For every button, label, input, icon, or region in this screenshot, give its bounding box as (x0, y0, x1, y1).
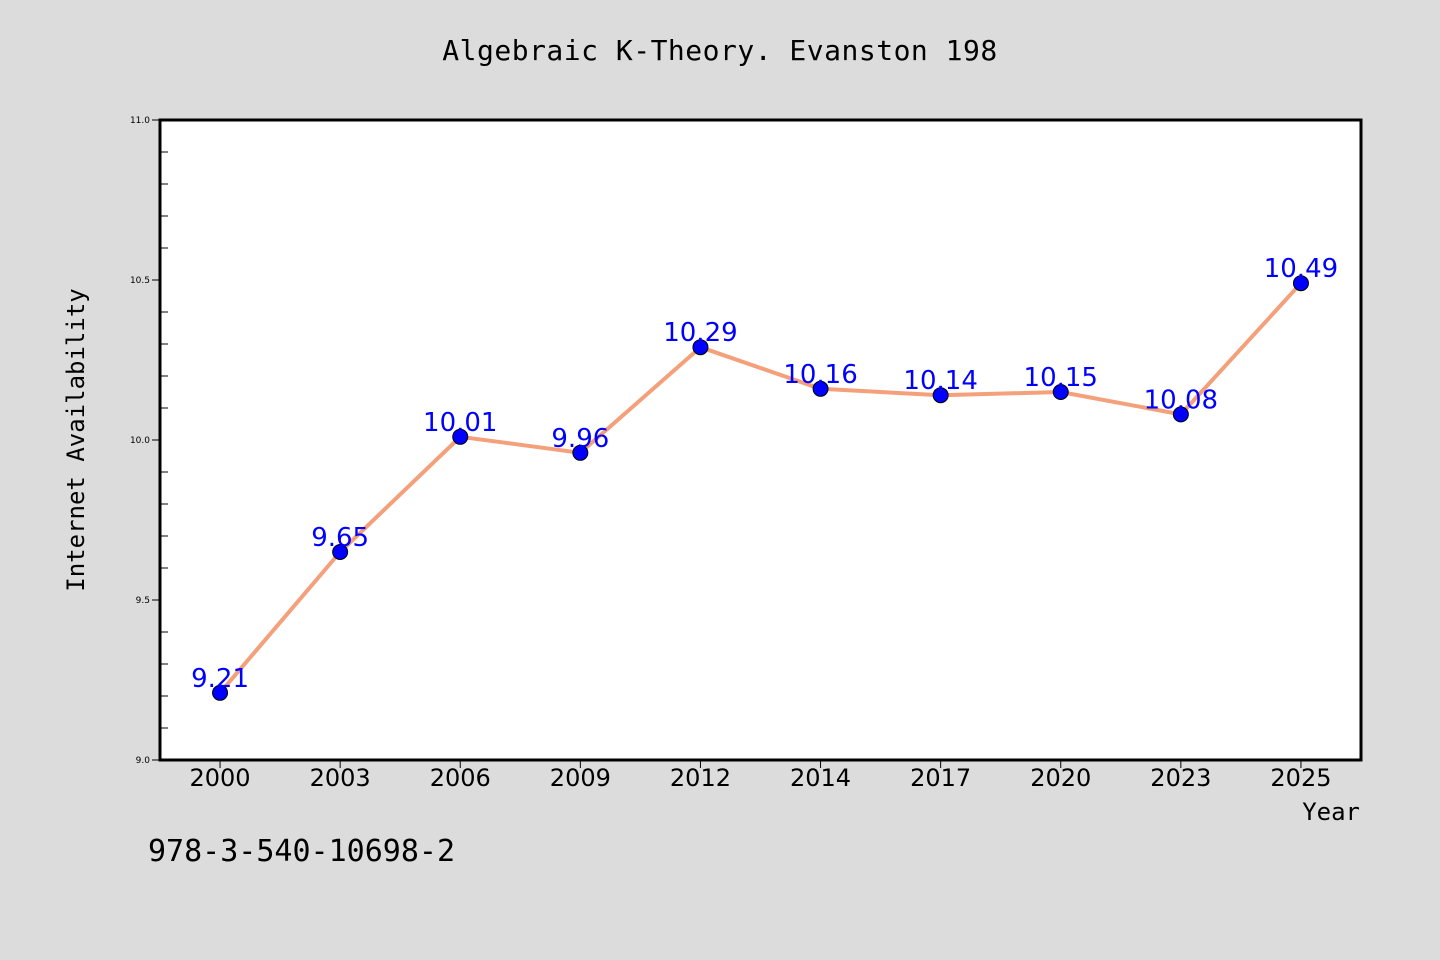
data-point (692, 339, 709, 356)
data-label: 10.49 (1264, 254, 1338, 284)
data-label: 10.08 (1144, 385, 1218, 415)
y-tick-label: 9.0 (136, 756, 151, 766)
data-point (452, 428, 469, 445)
data-point (1172, 406, 1189, 423)
y-tick-label: 10.0 (130, 436, 150, 446)
x-tick-label: 2003 (310, 764, 371, 792)
data-label: 10.16 (783, 360, 857, 390)
x-tick-label: 2020 (1030, 764, 1091, 792)
x-tick-label: 2000 (190, 764, 251, 792)
data-label: 10.01 (423, 408, 497, 438)
y-tick-label: 11.0 (130, 116, 150, 126)
data-label: 9.96 (551, 424, 609, 454)
isbn-footnote: 978-3-540-10698-2 (148, 834, 456, 869)
x-axis-label: Year (1302, 798, 1360, 826)
series-layer: 9.21 9.65 10.01 9.96 10.29 10.16 10.14 10.15 10.… (191, 254, 1338, 701)
plot-area (158, 118, 1363, 762)
y-axis-label: Internet Availability (62, 288, 90, 591)
y-axis: 9.0 9.5 10.0 10.5 11.0 (130, 116, 168, 766)
data-point (1052, 384, 1069, 400)
x-tick-label: 2012 (670, 764, 731, 792)
x-tick-label: 2009 (550, 764, 611, 792)
data-point (332, 544, 349, 560)
data-label: 9.65 (311, 523, 369, 553)
y-tick-label: 10.5 (130, 276, 150, 286)
data-label: 10.15 (1024, 363, 1098, 393)
data-label: 9.21 (191, 664, 249, 694)
chart-title: Algebraic K-Theory. Evanston 198 (442, 34, 998, 67)
data-point (212, 684, 229, 701)
x-axis: 2000 2003 2006 2009 2012 2014 2017 2020 2023 2025 (190, 760, 1331, 792)
data-point (932, 387, 949, 404)
data-point (812, 380, 829, 397)
x-tick-label: 2025 (1270, 764, 1331, 792)
x-tick-label: 2017 (910, 764, 971, 792)
x-tick-label: 2023 (1150, 764, 1211, 792)
data-label: 10.14 (903, 366, 977, 396)
x-tick-label: 2006 (430, 764, 491, 792)
data-label: 10.29 (663, 318, 737, 348)
data-point (572, 444, 589, 461)
x-tick-label: 2014 (790, 764, 851, 792)
series-line (218, 281, 1303, 695)
y-tick-label: 9.5 (136, 596, 150, 606)
data-point (1292, 275, 1309, 292)
